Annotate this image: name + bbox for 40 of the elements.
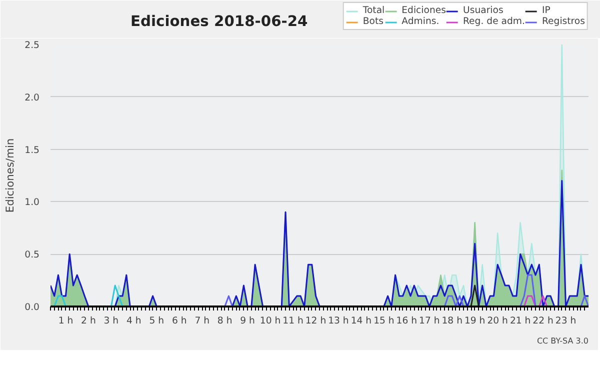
x-tick-label: 5 h — [149, 316, 164, 326]
y-tick-label: 2.5 — [24, 40, 40, 51]
x-tick-label: 21 h — [510, 316, 531, 326]
x-tick-label: 12 h — [305, 316, 326, 326]
x-tick-label: 19 h — [464, 316, 486, 326]
legend-label: Admins. — [402, 16, 440, 27]
x-tick-label: 17 h — [419, 316, 440, 326]
x-tick-label: 10 h — [260, 316, 281, 326]
x-tick-label: 23 h — [555, 316, 576, 326]
y-tick-label: 0.5 — [24, 250, 40, 261]
x-tick-label: 1 h — [58, 316, 74, 326]
chart-title: Ediciones 2018-06-24 — [130, 12, 308, 30]
x-tick-label: 4 h — [126, 316, 142, 326]
legend-label: Ediciones — [402, 5, 446, 16]
x-tick-label: 16 h — [396, 316, 418, 326]
x-tick-label: 13 h — [328, 316, 349, 326]
legend-label: Total — [362, 5, 385, 16]
x-tick-label: 9 h — [240, 316, 256, 326]
y-tick-label: 2.0 — [24, 92, 40, 104]
legend-label: Bots — [362, 16, 384, 27]
y-tick-label: 1.5 — [24, 144, 40, 156]
x-tick-label: 14 h — [350, 316, 372, 326]
x-tick-label: 6 h — [172, 316, 187, 326]
x-tick-label: 22 h — [532, 316, 554, 326]
legend-label: IP — [542, 5, 552, 16]
x-tick-label: 18 h — [442, 316, 463, 326]
x-tick-label: 8 h — [217, 316, 232, 326]
x-tick-label: 15 h — [374, 316, 394, 326]
y-axis-title: Ediciones/min — [4, 138, 17, 213]
legend-label: Reg. de adm. — [463, 16, 525, 27]
x-tick-label: 20 h — [487, 316, 508, 326]
y-tick-label: 0.0 — [24, 302, 40, 313]
x-tick-label: 3 h — [104, 316, 119, 326]
y-tick-label: 1.0 — [24, 197, 40, 208]
x-tick-label: 7 h — [194, 316, 210, 326]
x-tick-label: 11 h — [282, 316, 304, 326]
x-tick-label: 2 h — [81, 316, 96, 326]
legend-label: Usuarios — [463, 5, 504, 16]
legend-label: Registros — [542, 16, 585, 27]
text: CC BY-SA 3.0 — [536, 336, 589, 346]
